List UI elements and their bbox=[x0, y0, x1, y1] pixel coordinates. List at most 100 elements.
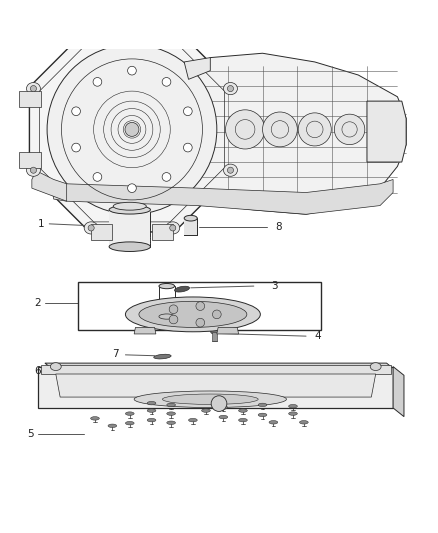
Ellipse shape bbox=[50, 362, 61, 370]
Circle shape bbox=[47, 45, 217, 214]
Circle shape bbox=[127, 184, 136, 192]
Ellipse shape bbox=[125, 422, 134, 425]
Ellipse shape bbox=[370, 362, 381, 370]
Circle shape bbox=[30, 167, 36, 173]
Circle shape bbox=[227, 86, 233, 92]
Ellipse shape bbox=[113, 203, 146, 210]
Ellipse shape bbox=[239, 418, 247, 422]
Ellipse shape bbox=[84, 25, 98, 37]
Ellipse shape bbox=[219, 398, 228, 401]
Ellipse shape bbox=[159, 314, 175, 319]
Circle shape bbox=[227, 167, 233, 173]
Ellipse shape bbox=[134, 391, 286, 408]
Bar bbox=[91, 224, 113, 239]
Polygon shape bbox=[45, 363, 397, 372]
Polygon shape bbox=[32, 171, 67, 201]
Circle shape bbox=[88, 225, 94, 231]
Ellipse shape bbox=[91, 417, 99, 420]
Circle shape bbox=[196, 302, 205, 310]
Text: 7: 7 bbox=[112, 349, 119, 359]
Ellipse shape bbox=[300, 421, 308, 424]
Circle shape bbox=[211, 396, 227, 411]
Bar bbox=[19, 91, 41, 107]
Ellipse shape bbox=[125, 297, 260, 332]
Text: 2: 2 bbox=[34, 298, 41, 309]
Text: 1: 1 bbox=[38, 219, 45, 229]
Circle shape bbox=[170, 28, 176, 34]
Circle shape bbox=[30, 86, 36, 92]
Ellipse shape bbox=[109, 205, 150, 214]
Ellipse shape bbox=[167, 421, 176, 424]
Ellipse shape bbox=[184, 215, 197, 221]
Polygon shape bbox=[176, 53, 406, 214]
Circle shape bbox=[184, 143, 192, 152]
Ellipse shape bbox=[258, 403, 267, 407]
Ellipse shape bbox=[147, 409, 156, 413]
Circle shape bbox=[226, 110, 265, 149]
Text: 5: 5 bbox=[28, 429, 34, 439]
Circle shape bbox=[88, 28, 94, 34]
Ellipse shape bbox=[159, 284, 175, 289]
Ellipse shape bbox=[84, 222, 98, 234]
Polygon shape bbox=[217, 327, 239, 334]
Ellipse shape bbox=[201, 409, 210, 413]
Polygon shape bbox=[367, 101, 406, 162]
Ellipse shape bbox=[201, 400, 210, 403]
Bar bbox=[184, 218, 197, 235]
Ellipse shape bbox=[219, 406, 228, 409]
Ellipse shape bbox=[26, 83, 40, 95]
Text: 3: 3 bbox=[271, 281, 278, 291]
Circle shape bbox=[72, 107, 81, 116]
Text: 8: 8 bbox=[276, 222, 282, 232]
Ellipse shape bbox=[154, 354, 171, 359]
Polygon shape bbox=[29, 27, 234, 232]
Ellipse shape bbox=[109, 242, 150, 252]
Text: 4: 4 bbox=[315, 331, 321, 341]
Ellipse shape bbox=[166, 222, 180, 234]
Ellipse shape bbox=[162, 394, 258, 405]
Ellipse shape bbox=[289, 412, 297, 415]
Circle shape bbox=[334, 114, 365, 144]
Circle shape bbox=[127, 66, 136, 75]
Ellipse shape bbox=[139, 301, 247, 327]
Polygon shape bbox=[393, 367, 404, 417]
Polygon shape bbox=[134, 327, 156, 334]
Circle shape bbox=[162, 77, 171, 86]
Ellipse shape bbox=[289, 405, 297, 408]
Ellipse shape bbox=[239, 409, 247, 413]
Ellipse shape bbox=[258, 413, 267, 417]
Ellipse shape bbox=[167, 403, 176, 407]
Bar bbox=[152, 224, 173, 239]
Circle shape bbox=[93, 77, 102, 86]
Ellipse shape bbox=[147, 418, 156, 422]
Circle shape bbox=[298, 113, 331, 146]
Polygon shape bbox=[184, 58, 210, 79]
Ellipse shape bbox=[219, 415, 228, 419]
Circle shape bbox=[162, 173, 171, 181]
Polygon shape bbox=[39, 367, 393, 408]
Ellipse shape bbox=[167, 412, 176, 415]
Ellipse shape bbox=[108, 424, 117, 427]
Ellipse shape bbox=[125, 123, 139, 136]
Ellipse shape bbox=[166, 25, 180, 37]
Circle shape bbox=[169, 315, 178, 324]
Bar bbox=[78, 282, 321, 329]
Ellipse shape bbox=[223, 83, 237, 95]
Bar bbox=[41, 365, 391, 374]
Circle shape bbox=[212, 310, 221, 319]
Text: 6: 6 bbox=[34, 366, 41, 376]
Ellipse shape bbox=[125, 412, 134, 415]
Ellipse shape bbox=[174, 286, 190, 292]
Ellipse shape bbox=[188, 418, 197, 422]
Ellipse shape bbox=[147, 401, 156, 405]
Bar bbox=[109, 209, 150, 247]
Circle shape bbox=[93, 173, 102, 181]
Ellipse shape bbox=[26, 164, 40, 176]
Circle shape bbox=[196, 318, 205, 327]
Circle shape bbox=[262, 112, 297, 147]
Circle shape bbox=[169, 305, 178, 313]
Ellipse shape bbox=[211, 329, 219, 334]
Bar bbox=[19, 152, 41, 168]
Bar bbox=[212, 332, 217, 341]
Polygon shape bbox=[53, 180, 393, 214]
